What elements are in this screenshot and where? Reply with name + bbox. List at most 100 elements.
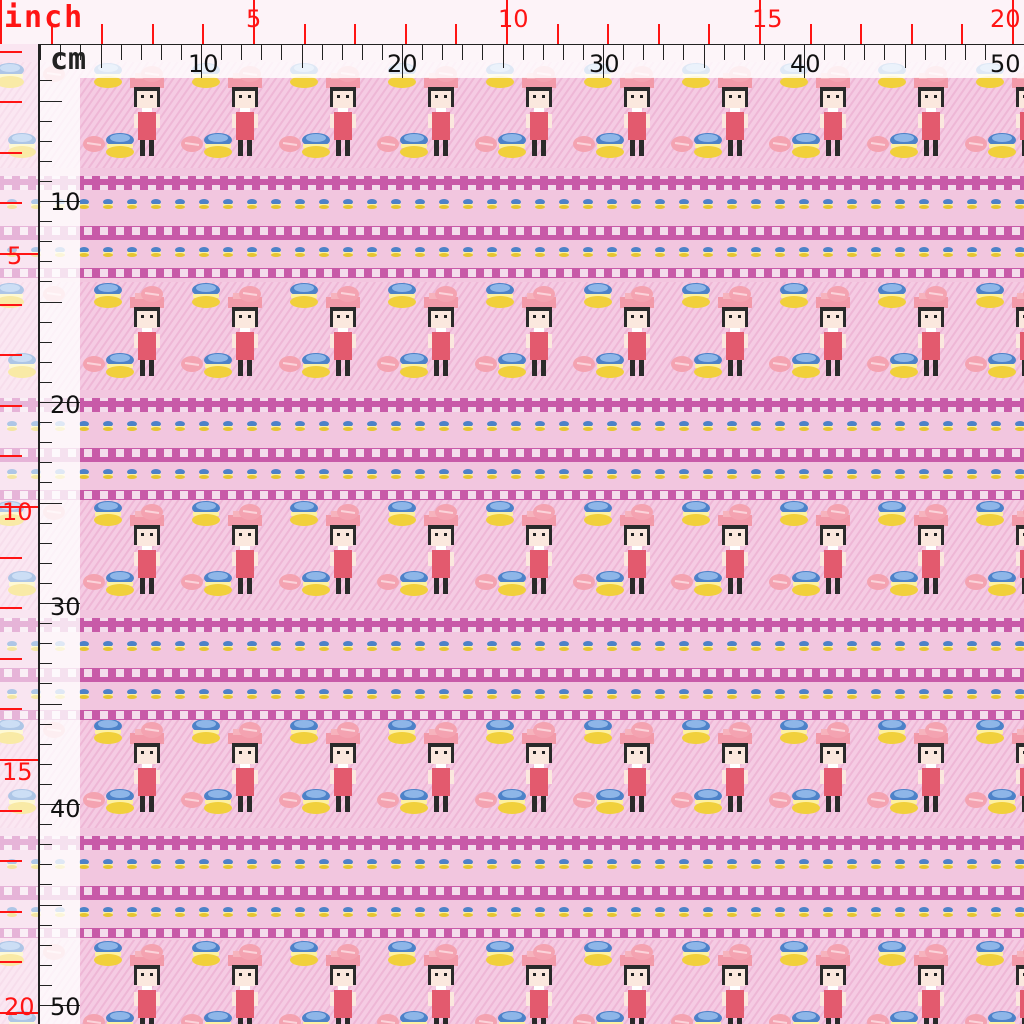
ruler-tick <box>884 44 885 60</box>
blue-macaron <box>596 353 624 378</box>
blue-macaron <box>486 283 514 308</box>
ruler-tick <box>38 161 52 162</box>
blue-macaron <box>486 941 514 966</box>
ruler-tick <box>38 905 62 906</box>
ruler-tick <box>744 44 745 60</box>
ruler-tick <box>38 744 52 745</box>
pink-macaron <box>376 573 400 591</box>
ruler-tick <box>607 24 609 44</box>
ruler-tick <box>342 44 343 60</box>
pink-macaron <box>670 135 694 153</box>
pink-macaron <box>336 503 360 521</box>
ruler-tick <box>0 0 2 44</box>
pink-macaron <box>866 135 890 153</box>
blue-macaron <box>682 501 710 526</box>
pink-macaron <box>336 721 360 739</box>
ruler-tick <box>38 201 80 202</box>
ruler-tick <box>322 44 323 60</box>
pink-macaron <box>572 355 596 373</box>
pink-macaron <box>630 943 654 961</box>
blue-macaron <box>694 571 722 596</box>
ruler-tick <box>221 44 222 60</box>
pink-macaron <box>924 503 948 521</box>
pink-macaron <box>866 355 890 373</box>
inch-left-label-20: 20 <box>4 993 35 1021</box>
blue-macaron <box>792 353 820 378</box>
ruler-tick <box>911 24 913 44</box>
pink-macaron <box>924 285 948 303</box>
blue-macaron <box>498 789 526 814</box>
pink-macaron <box>572 573 596 591</box>
ruler-tick <box>442 44 443 60</box>
motif-band <box>0 282 1024 392</box>
ruler-tick <box>38 221 52 222</box>
blue-macaron <box>780 283 808 308</box>
pink-macaron <box>768 135 792 153</box>
pink-macaron <box>572 135 596 153</box>
blue-macaron <box>94 719 122 744</box>
blue-macaron <box>584 719 612 744</box>
ruler-tick <box>0 51 22 53</box>
pink-macaron <box>964 573 988 591</box>
pink-macaron <box>238 503 262 521</box>
pink-macaron <box>924 943 948 961</box>
pink-macaron <box>180 355 204 373</box>
ruler-tick <box>101 24 103 44</box>
blue-macaron <box>302 133 330 158</box>
ruler-tick <box>945 44 946 60</box>
pink-macaron <box>474 135 498 153</box>
ruler-tick <box>482 44 483 60</box>
cm-top-label-50: 50 <box>990 50 1021 78</box>
ruler-tick <box>38 804 80 805</box>
ruler-tick <box>38 985 52 986</box>
blue-macaron <box>988 133 1016 158</box>
blue-macaron <box>878 283 906 308</box>
ruler-tick <box>80 44 81 60</box>
blue-macaron <box>694 789 722 814</box>
pink-macaron <box>474 355 498 373</box>
pink-macaron <box>474 573 498 591</box>
pink-macaron <box>670 573 694 591</box>
ruler-tick <box>804 44 805 78</box>
pink-macaron <box>474 791 498 809</box>
blue-macaron <box>498 571 526 596</box>
inch-top-label-10: 10 <box>498 5 529 33</box>
cm-left-label-30: 30 <box>50 593 81 621</box>
cm-left-label-40: 40 <box>50 795 81 823</box>
cm-ruler-vertical <box>38 78 80 1024</box>
blue-macaron <box>106 789 134 814</box>
blue-macaron <box>976 501 1004 526</box>
ruler-tick <box>422 44 423 60</box>
pink-macaron <box>826 503 850 521</box>
pink-macaron <box>140 285 164 303</box>
blue-macaron <box>192 941 220 966</box>
pink-macaron <box>278 573 302 591</box>
ruler-tick <box>0 810 22 812</box>
blue-macaron <box>388 941 416 966</box>
pink-macaron <box>532 285 556 303</box>
stripe-band <box>0 610 1024 720</box>
ruler-tick <box>563 44 564 60</box>
inch-unit-label: inch <box>4 0 85 35</box>
ruler-tick <box>38 141 52 142</box>
pink-macaron <box>140 503 164 521</box>
stripe-band <box>0 168 1024 278</box>
ruler-tick <box>623 44 624 60</box>
ruler-tick <box>462 44 463 60</box>
pink-macaron <box>670 355 694 373</box>
blue-macaron <box>106 353 134 378</box>
blue-macaron <box>890 133 918 158</box>
pink-macaron <box>728 721 752 739</box>
ruler-tick <box>0 911 22 913</box>
ruler-tick <box>281 44 282 60</box>
ruler-tick <box>40 44 41 60</box>
ruler-tick <box>38 382 52 383</box>
ruler-tick <box>38 402 80 403</box>
blue-macaron <box>976 941 1004 966</box>
ruler-tick <box>38 523 52 524</box>
pink-macaron <box>180 135 204 153</box>
pink-macaron <box>964 355 988 373</box>
ruler-tick <box>38 663 52 664</box>
ruler-tick <box>38 965 52 966</box>
inch-top-label-20: 20 <box>990 5 1021 33</box>
